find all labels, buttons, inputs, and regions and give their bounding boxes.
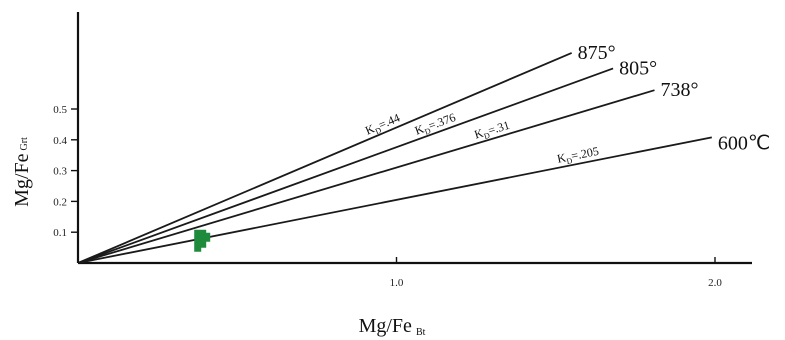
axes — [76, 12, 752, 265]
sample-marker-group — [194, 229, 211, 252]
kd-value: =.205 — [570, 144, 600, 163]
kd-label: KD=.44 — [363, 111, 403, 140]
series-labels: 875°KD=.44805°KD=.376738°KD=.31600℃KD=.2… — [363, 42, 770, 168]
x-axis-title-main: Mg/Fe — [359, 315, 412, 337]
kd-subscript: D — [566, 156, 574, 166]
kd-subscript: D — [423, 126, 432, 137]
kd-prefix: K — [473, 126, 486, 142]
kd-value: =.44 — [376, 111, 402, 132]
isotherm-line — [77, 52, 573, 264]
y-axis-title: Mg/Fe Grt — [11, 137, 33, 207]
kd-value: =.31 — [486, 118, 511, 138]
x-axis-title: Mg/Fe Bt — [359, 315, 426, 338]
series-lines — [77, 52, 712, 264]
temperature-label: 600℃ — [718, 132, 770, 154]
x-tick-label: 2.0 — [708, 277, 722, 289]
y-tick-label: 0.1 — [53, 227, 67, 239]
kd-label: KD=.376 — [413, 110, 458, 139]
kd-label: KD=.31 — [473, 118, 512, 144]
x-tick-label: 1.0 — [390, 277, 404, 289]
y-axis-title-sub: Grt — [19, 137, 30, 151]
isotherm-line — [77, 136, 712, 264]
temperature-label: 738° — [660, 79, 698, 101]
kd-label: KD=.205 — [556, 144, 601, 168]
ticks: 1.0 2.0 0.1 0.2 0.3 0.4 0.5 — [53, 104, 722, 289]
y-tick-label: 0.2 — [53, 196, 67, 208]
kd-subscript: D — [374, 125, 383, 136]
y-tick-label: 0.5 — [53, 104, 67, 116]
kd-prefix: K — [556, 150, 568, 165]
temperature-label: 805° — [619, 57, 657, 79]
sample-marker — [194, 229, 211, 252]
y-axis-title-main: Mg/Fe — [11, 153, 33, 206]
kd-subscript: D — [483, 131, 491, 141]
y-tick-label: 0.4 — [53, 135, 67, 147]
x-axis-title-sub: Bt — [416, 327, 426, 338]
isotherm-line — [77, 67, 614, 264]
temperature-label: 875° — [578, 42, 616, 64]
isotherm-line — [77, 89, 655, 264]
y-tick-label: 0.3 — [53, 166, 67, 178]
